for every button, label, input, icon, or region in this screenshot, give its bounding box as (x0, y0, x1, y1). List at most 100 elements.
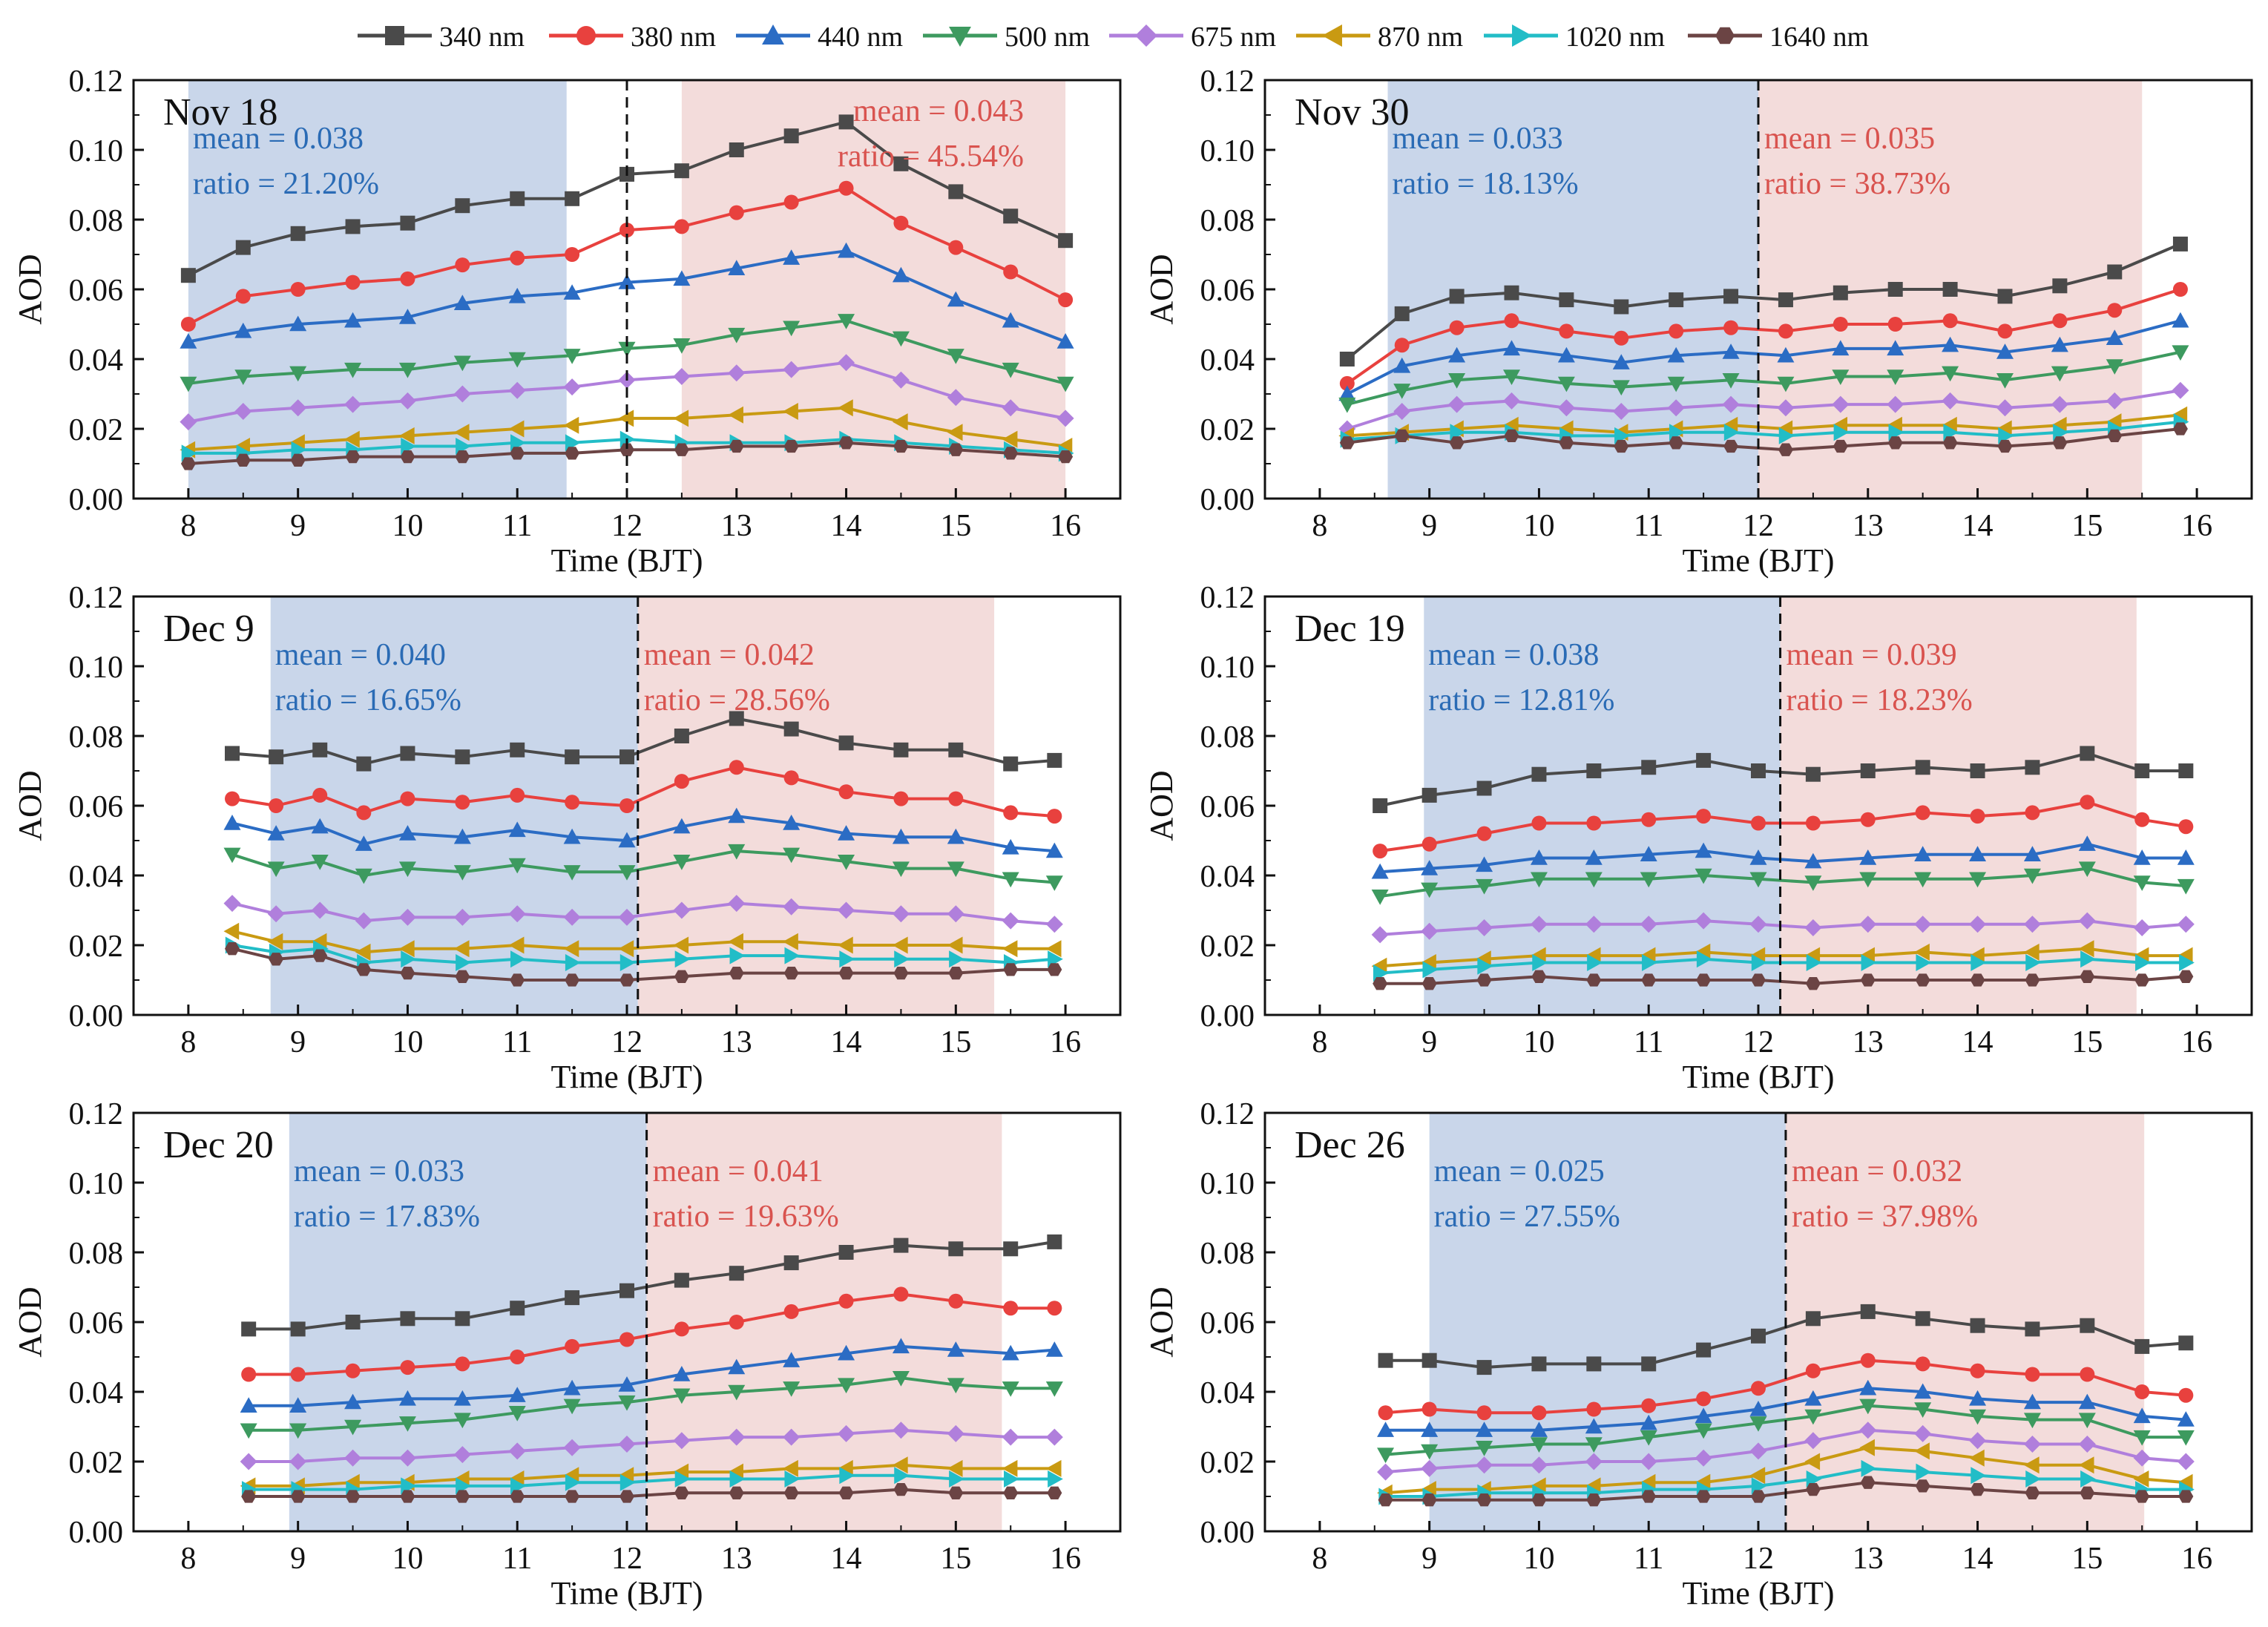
x-tick-label: 11 (502, 509, 532, 543)
series-line (249, 1376, 1055, 1432)
data-point (1476, 1493, 1492, 1507)
data-point (1421, 977, 1437, 990)
x-tick-label: 14 (1962, 1542, 1993, 1576)
data-point (2023, 1456, 2039, 1474)
series-line (1379, 801, 2186, 853)
data-point (1476, 1405, 1492, 1421)
data-point (2025, 1321, 2040, 1337)
data-point (1778, 292, 1793, 308)
data-point (289, 315, 307, 332)
x-tick-label: 8 (180, 1025, 196, 1059)
morning-ratio-label: ratio = 18.13% (1393, 167, 1579, 201)
data-point (510, 973, 525, 987)
data-point (398, 861, 416, 878)
data-point (563, 940, 579, 958)
x-axis-title: Time (BJT) (1683, 1059, 1835, 1095)
data-point (1047, 963, 1062, 976)
data-point (1860, 973, 1876, 987)
legend-marker-icon (385, 26, 404, 45)
data-point (892, 936, 908, 954)
y-axis-title: AOD (1143, 770, 1180, 841)
data-point (1002, 1428, 1019, 1446)
data-point (2078, 940, 2094, 958)
data-point (618, 832, 636, 848)
data-point (2078, 912, 2096, 930)
data-point (2023, 1393, 2041, 1410)
data-point (508, 905, 526, 923)
morning-mean-label: mean = 0.038 (193, 122, 364, 156)
data-point (783, 194, 799, 210)
data-point (1047, 809, 1062, 824)
data-point (1777, 399, 1795, 417)
x-axis-title: Time (BJT) (1683, 542, 1835, 579)
data-point (311, 855, 329, 870)
data-point (1531, 1356, 1547, 1372)
data-point (783, 815, 801, 830)
data-point (1421, 1444, 1439, 1460)
data-point (344, 1449, 362, 1467)
y-tick-label: 0.06 (1200, 274, 1255, 308)
data-point (1421, 787, 1437, 803)
data-point (290, 1490, 306, 1503)
data-point (1997, 323, 2013, 339)
x-tick-label: 13 (721, 1025, 752, 1059)
data-point (1860, 812, 1876, 827)
data-point (1378, 1352, 1393, 1368)
afternoon-mean-label: mean = 0.035 (1764, 122, 1935, 156)
data-point (1449, 436, 1465, 450)
data-point (453, 1413, 471, 1429)
data-point (674, 729, 689, 743)
data-point (1002, 430, 1018, 448)
x-tick-label: 13 (721, 509, 752, 543)
data-point (948, 1486, 964, 1499)
data-point (838, 354, 855, 372)
data-point (948, 184, 964, 200)
data-point (1003, 1486, 1019, 1499)
x-tick-label: 8 (1312, 1025, 1327, 1059)
data-point (838, 825, 855, 841)
data-point (1504, 285, 1519, 300)
data-point (1969, 872, 1987, 888)
data-point (223, 815, 241, 830)
data-point (267, 933, 283, 950)
morning-period-shade (1424, 596, 1781, 1015)
data-point (1751, 973, 1766, 987)
data-point (1004, 1470, 1019, 1488)
data-point (673, 410, 689, 427)
data-point (1003, 963, 1019, 976)
data-point (225, 746, 240, 761)
series-line (1380, 919, 2186, 936)
data-point (618, 410, 634, 427)
data-point (1003, 1301, 1019, 1316)
afternoon-mean-label: mean = 0.039 (1787, 638, 1957, 672)
data-point (2133, 1470, 2149, 1488)
data-point (1914, 1424, 1932, 1442)
data-point (1003, 447, 1019, 460)
data-point (2080, 1470, 2096, 1488)
data-point (1722, 373, 1740, 389)
x-tick-label: 12 (611, 509, 642, 543)
data-point (2023, 1436, 2041, 1453)
x-tick-label: 9 (1421, 1025, 1437, 1059)
data-point (729, 1470, 746, 1488)
series-340nm (225, 711, 1062, 772)
data-point (729, 439, 744, 453)
series-line (1379, 752, 2186, 807)
data-point (1914, 1442, 1930, 1460)
data-point (508, 381, 526, 399)
data-point (783, 321, 801, 337)
data-point (2080, 1318, 2095, 1333)
data-point (1056, 333, 1074, 349)
data-point (948, 240, 964, 255)
data-point (1723, 424, 1740, 441)
data-point (2177, 1453, 2195, 1470)
data-point (1476, 1456, 1493, 1474)
x-tick-label: 14 (1962, 1025, 1993, 1059)
data-point (947, 861, 964, 878)
series-1640nm (225, 942, 1062, 987)
legend-entry: 380 nm (549, 22, 716, 53)
data-point (453, 908, 471, 926)
x-tick-label: 8 (180, 1542, 196, 1576)
data-point (838, 1245, 854, 1260)
data-point (1695, 842, 1712, 858)
